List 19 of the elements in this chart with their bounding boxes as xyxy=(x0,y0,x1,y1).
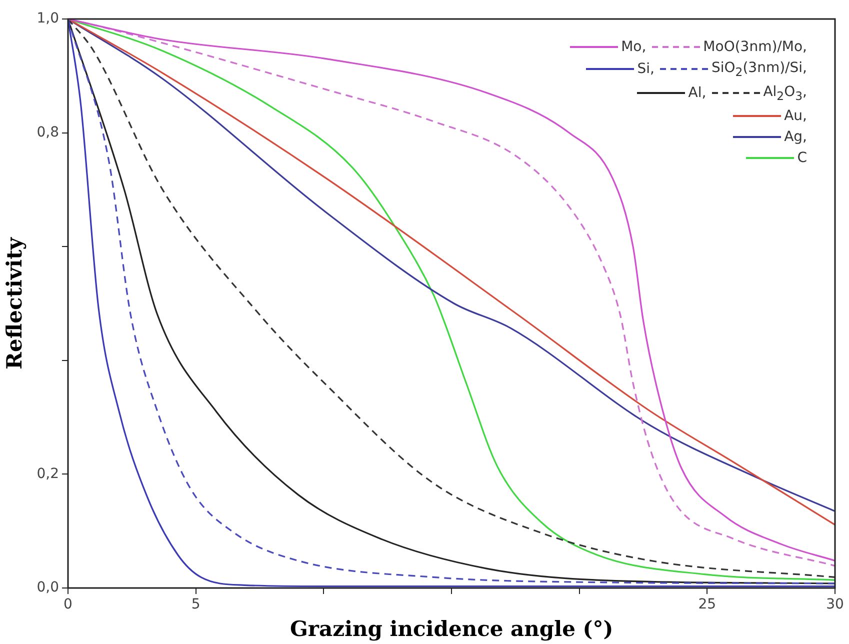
y-axis-title: Reflectivity xyxy=(2,238,26,370)
x-tick-label: 5 xyxy=(191,596,200,613)
legend-label: C xyxy=(797,150,807,166)
x-axis-title: Grazing incidence angle (°) xyxy=(290,616,614,641)
y-tick-label: 0,8 xyxy=(36,124,59,140)
legend-label: Si, xyxy=(637,61,654,78)
y-tick-label: 1,0 xyxy=(36,10,59,27)
x-tick-label: 0 xyxy=(64,596,72,613)
legend-label: Au, xyxy=(784,108,807,124)
legend-label: SiO$_{2}$(3nm)/Si, xyxy=(711,60,807,79)
legend-label: Ag, xyxy=(784,128,807,145)
legend-label: MoO(3nm)/Mo, xyxy=(703,39,807,55)
legend-label: Mo, xyxy=(621,39,646,55)
x-tick-label: 30 xyxy=(826,596,844,613)
x-tick-label: 25 xyxy=(698,596,716,613)
y-tick-label: 0,0 xyxy=(36,580,59,596)
legend-label: Al, xyxy=(688,85,706,102)
legend-label: Al$_{2}$O$_{3}$, xyxy=(763,84,807,103)
y-tick-label: 0,2 xyxy=(36,466,59,482)
